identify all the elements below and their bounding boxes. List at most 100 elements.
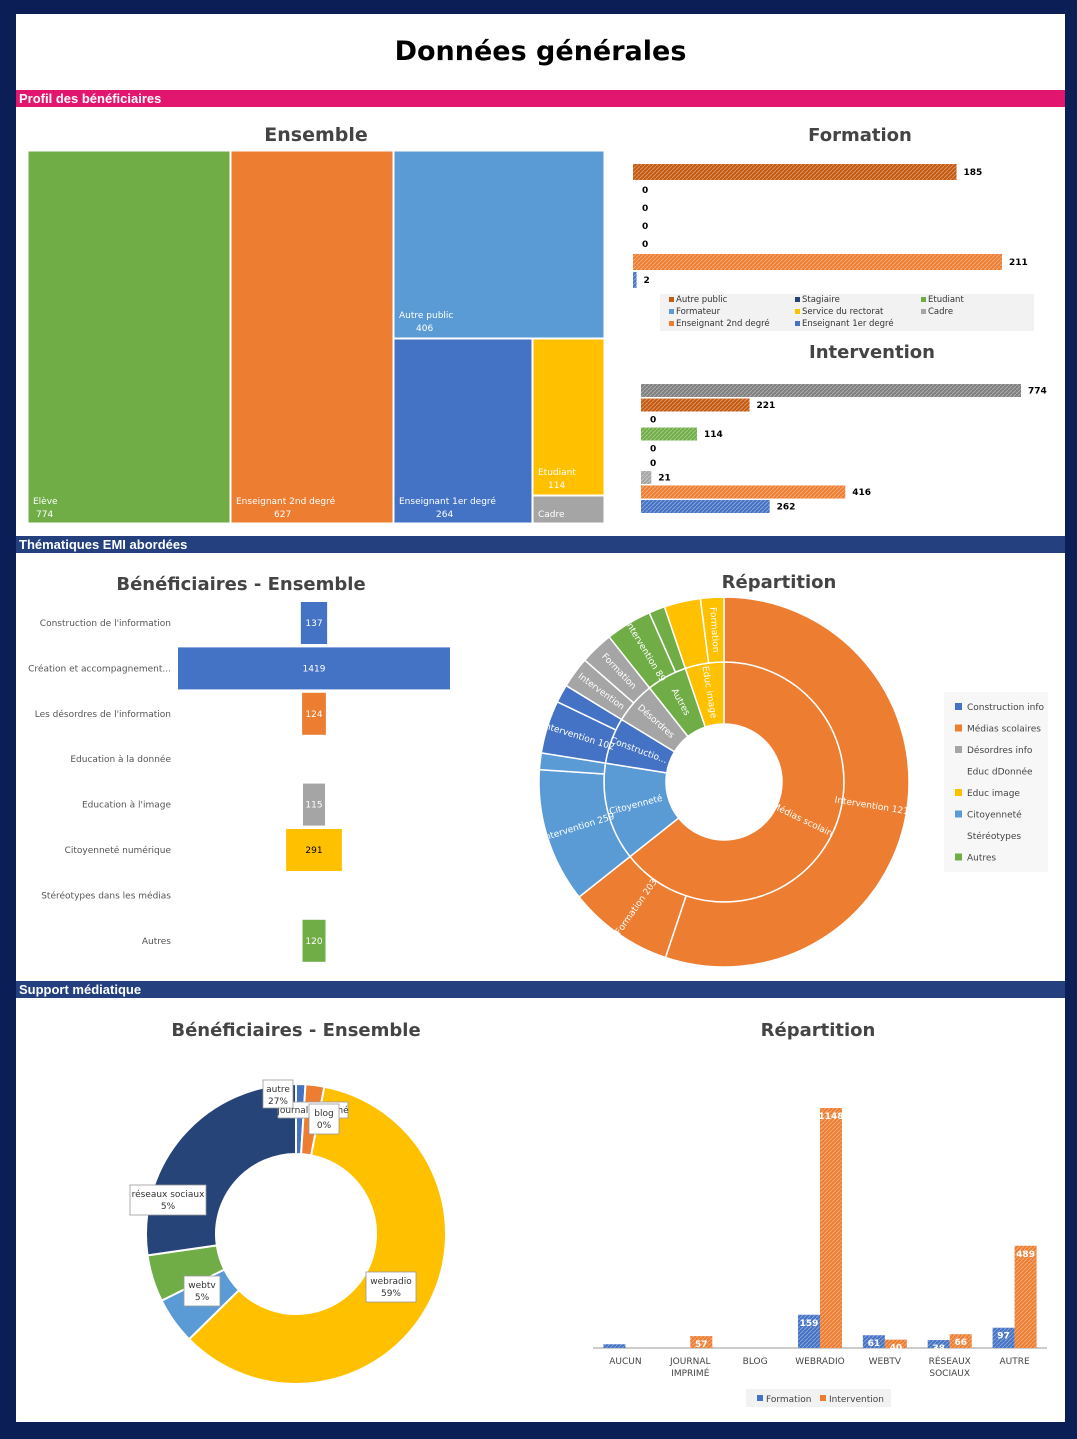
legend-label: Médias scolaires: [967, 724, 1041, 735]
legend-swatch: [955, 703, 962, 710]
bar-texture: [641, 485, 846, 499]
bar-value-label: 38: [932, 1344, 945, 1354]
intervention-title: Intervention: [809, 342, 935, 363]
bar-texture: [862, 1335, 885, 1348]
treemap-value: 114: [548, 481, 565, 491]
legend-swatch: [795, 297, 800, 302]
legend-label: Formation: [766, 1395, 811, 1405]
section-band-thematiques: Thématiques EMI abordées: [16, 536, 1065, 553]
legend-label: Formateur: [676, 307, 721, 317]
bar-texture: [633, 254, 1002, 270]
legend-label: Educ image: [967, 789, 1020, 799]
category-label: BLOG: [743, 1357, 768, 1367]
bar-value-label: 0: [642, 186, 648, 196]
donut-slice: [187, 1085, 447, 1385]
category-label: Autres: [142, 937, 171, 947]
treemap-value: 406: [416, 324, 433, 334]
bar-value-label: 0: [642, 240, 648, 250]
category-label: AUTRE: [999, 1357, 1029, 1367]
bar-value-label: 57: [695, 1340, 708, 1350]
donut-callout-box: [365, 1271, 417, 1303]
bar-value-label: 774: [1028, 387, 1047, 397]
bar-value-label: 0: [650, 459, 656, 469]
bar: [286, 829, 342, 871]
bar-value-label: 61: [868, 1339, 881, 1349]
bar-texture: [927, 1340, 950, 1348]
legend-swatch: [669, 297, 674, 302]
bar-texture: [633, 164, 957, 180]
bar: [178, 647, 450, 690]
bar: [300, 602, 328, 644]
legend-label: Désordres info: [967, 745, 1033, 756]
bar-value-label: 137: [305, 619, 322, 629]
treemap-tile: [27, 150, 231, 524]
bar-value-label: 0: [650, 445, 656, 455]
legend-swatch: [955, 724, 962, 732]
formation-title: Formation: [808, 125, 912, 146]
ensemble-title: Ensemble: [264, 124, 368, 146]
formation-bar-chart: 185 0 0 0 0 211 2 Autre public Stagiaire Etudiant…: [633, 164, 1034, 331]
donut-callout-value: 59%: [381, 1289, 401, 1299]
ensemble-treemap: Elève 774 Enseignant 2nd degré 627 Autre pub…: [27, 150, 605, 524]
bar-texture: [633, 272, 637, 288]
legend-swatch: [955, 810, 962, 818]
bar-value-label: 159: [800, 1319, 819, 1329]
charts-canvas: Ensemble Formation Intervention Bénéfici…: [27, 124, 1048, 1407]
section-band-profil: Profil des bénéficiaires: [16, 90, 1065, 107]
bar-value-label: 262: [777, 503, 796, 513]
bar: [302, 919, 326, 962]
bar-value-label: 40: [890, 1344, 903, 1354]
bar-texture: [641, 398, 750, 412]
bar: [302, 783, 326, 826]
bar-value-label: 416: [852, 488, 871, 498]
bar-value-label: 2: [643, 276, 649, 286]
sunburst-label: Formation: [707, 607, 720, 653]
bar-value-label: 120: [305, 937, 322, 947]
legend-swatch: [921, 309, 926, 314]
themes-bar-chart: Construction de l'information 137 Création…: [28, 602, 450, 962]
treemap-value: 627: [274, 510, 291, 520]
bar-value-label: 66: [954, 1338, 967, 1348]
donut-callout-label: réseaux sociaux: [132, 1189, 206, 1200]
bar-value-label: 1419: [303, 664, 326, 674]
donut-callout-value: 0%: [317, 1121, 332, 1131]
themes-bar-title: Bénéficiaires - Ensemble: [116, 574, 365, 595]
bar-value-label: 124: [305, 710, 322, 720]
donut-slice: [145, 1082, 297, 1257]
bar-texture: [641, 500, 770, 513]
legend-swatch: [820, 1395, 826, 1401]
category-label: IMPRIMÉ: [671, 1367, 710, 1379]
legend-label: Citoyenneté: [967, 810, 1022, 821]
category-label: AUCUN: [609, 1357, 641, 1367]
category-label: Stéréotypes dans les médias: [41, 890, 171, 901]
bar-texture: [603, 1344, 626, 1348]
treemap-label: Cadre: [538, 510, 565, 520]
bar-value-label: 1148: [818, 1112, 843, 1122]
treemap-label: Enseignant 1er degré: [399, 496, 496, 507]
bar-value-label: 185: [964, 168, 983, 178]
legend-swatch: [757, 1395, 763, 1401]
donut-callout-box: [262, 1079, 294, 1109]
category-label: WEBTV: [869, 1357, 902, 1367]
themes-sunburst-title: Répartition: [722, 572, 837, 593]
bar-value-label: 0: [642, 204, 648, 214]
bar-texture: [820, 1108, 842, 1348]
bar-texture: [641, 471, 652, 484]
bar-texture: [1014, 1245, 1037, 1348]
donut-callout-box: [308, 1103, 340, 1135]
donut-callout-label: blog: [314, 1109, 333, 1119]
treemap-value: 774: [36, 510, 53, 520]
themes-sunburst-chart: Médias scolairesCitoyennetéConstructio..…: [538, 596, 1048, 968]
support-donut-chart: journal impriméblog0%webradio59%webtv5%r…: [129, 1079, 447, 1385]
page-frame: Données générales Profil des bénéficiair…: [16, 14, 1065, 1422]
legend-label: Autre public: [676, 295, 728, 305]
legend-label: Etudiant: [928, 295, 964, 305]
legend-label: Cadre: [928, 307, 953, 317]
legend-swatch: [795, 321, 800, 326]
category-label: Création et accompagnement...: [28, 663, 171, 674]
bar-value-label: 291: [305, 846, 322, 856]
legend-label: Educ dDonnée: [967, 767, 1033, 778]
legend-label: Enseignant 1er degré: [802, 318, 894, 329]
